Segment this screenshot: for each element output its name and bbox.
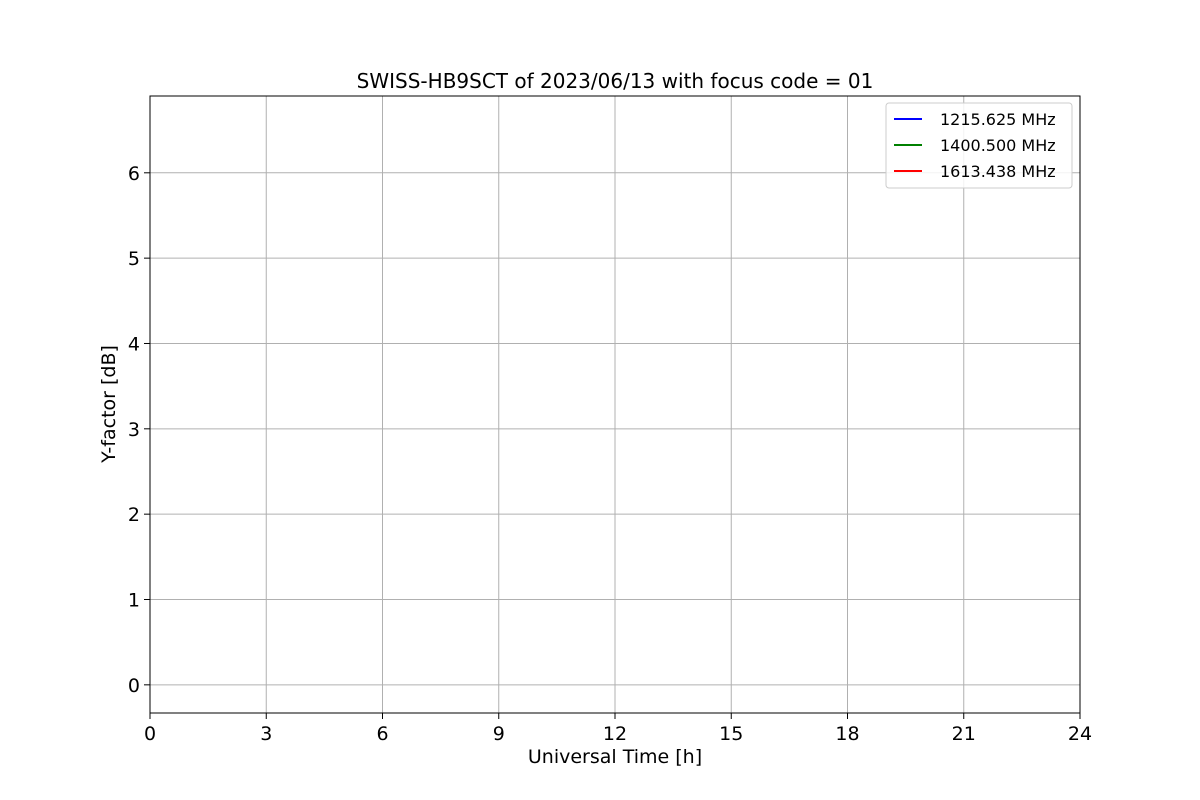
x-tick-label: 12 [603, 723, 627, 745]
x-axis: 0 3 6 9 12 15 18 21 24 [144, 713, 1092, 745]
legend-box [885, 102, 1073, 189]
y-tick-label: 5 [128, 248, 140, 270]
y-axis-title: Y-factor [dB] [98, 345, 120, 464]
x-tick-label: 21 [952, 723, 976, 745]
y-axis: 0 1 2 3 4 5 6 [128, 163, 150, 697]
x-axis-title: Universal Time [h] [528, 746, 702, 768]
x-tick-label: 24 [1068, 723, 1092, 745]
y-tick-label: 1 [128, 589, 140, 611]
y-tick-label: 2 [128, 504, 140, 526]
y-tick-label: 4 [128, 333, 140, 355]
legend: 1215.625 MHz 1400.500 MHz 1613.438 MHz [885, 102, 1073, 189]
legend-label: 1215.625 MHz [940, 110, 1056, 129]
y-tick-label: 6 [128, 163, 140, 185]
x-tick-label: 9 [493, 723, 505, 745]
y-tick-label: 0 [128, 675, 140, 697]
y-tick-label: 3 [128, 419, 140, 441]
x-tick-label: 0 [144, 723, 156, 745]
x-tick-label: 18 [835, 723, 859, 745]
chart-title: SWISS-HB9SCT of 2023/06/13 with focus co… [357, 69, 874, 93]
x-tick-label: 15 [719, 723, 743, 745]
x-tick-label: 6 [376, 723, 388, 745]
x-tick-label: 3 [260, 723, 272, 745]
legend-label: 1613.438 MHz [940, 162, 1056, 181]
legend-label: 1400.500 MHz [940, 136, 1056, 155]
